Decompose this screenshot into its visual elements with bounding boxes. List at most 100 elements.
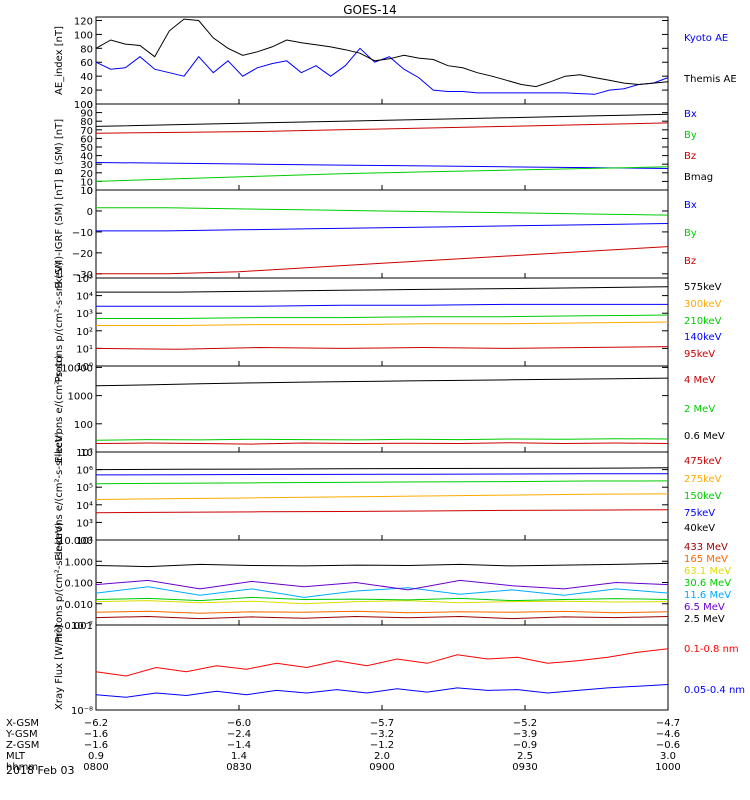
y-tick-label: 90 xyxy=(80,109,93,120)
legend-label: Bx xyxy=(684,109,697,120)
y-tick-label: 0.100 xyxy=(64,579,93,590)
series-line-2 xyxy=(95,480,669,485)
series-line-4 xyxy=(95,586,669,598)
series-line-6 xyxy=(95,562,669,568)
legend-label: 63.1 MeV xyxy=(684,566,731,577)
x-column-value: −3.2 xyxy=(370,729,394,740)
y-tick-label: 10² xyxy=(76,536,93,547)
series-line-0 xyxy=(95,442,669,445)
y-tick-label: −20 xyxy=(72,249,93,260)
series-line-2 xyxy=(95,377,669,387)
panel-frame xyxy=(95,624,669,711)
y-tick-label: 10 xyxy=(80,177,93,188)
legend-label: By xyxy=(684,130,697,141)
x-column-value: −4.7 xyxy=(656,718,680,729)
series-line-5 xyxy=(95,579,669,591)
y-tick-label: 10⁰ xyxy=(76,362,93,373)
legend-label: 300keV xyxy=(684,299,722,310)
series-line-0 xyxy=(95,47,669,95)
y-tick-label: 80 xyxy=(80,44,93,55)
y-tick-label: 100 xyxy=(74,100,93,111)
x-column-value: −6.2 xyxy=(84,718,108,729)
x-column-value: −5.7 xyxy=(370,718,394,729)
x-column-value: 0800 xyxy=(83,762,108,773)
figure-title: GOES-14 xyxy=(343,3,397,17)
series-line-1 xyxy=(95,438,669,441)
y-tick-label: 20 xyxy=(80,86,93,97)
legend-label: Kyoto AE xyxy=(684,33,728,44)
series-line-3 xyxy=(95,596,669,602)
x-column-value: −1.6 xyxy=(84,729,108,740)
y-tick-label: −10 xyxy=(72,228,93,239)
series-line-0 xyxy=(96,286,669,293)
legend-label: Bx xyxy=(684,200,697,211)
panel-6: 10² 10³ 10⁴ 10⁵ 10⁶ 10⁷ Electrons e/(cm²-s-sr-… xyxy=(54,431,722,560)
x-row-label: X-GSM xyxy=(6,718,39,729)
date-label: 2018 Feb 03 xyxy=(6,764,74,777)
x-column-value: −5.2 xyxy=(513,718,537,729)
y-tick-label: 0 xyxy=(87,207,93,218)
y-tick-label: 50 xyxy=(80,143,93,154)
panel-frame xyxy=(95,103,669,191)
y-axis-label: B (SM)-IGRF (SM) [nT] xyxy=(54,179,65,288)
x-row-label: hhmm xyxy=(6,762,38,773)
legend-label: Bmag xyxy=(684,172,713,183)
x-row-label: Y-GSM xyxy=(5,729,38,740)
x-column-value: −1.4 xyxy=(227,740,251,751)
y-axis-label: B (SM) [nT] xyxy=(54,119,65,175)
x-column-value: 0930 xyxy=(512,762,537,773)
series-line-0 xyxy=(95,509,669,514)
legend-label: 475keV xyxy=(684,456,722,467)
x-column-value: 3.0 xyxy=(660,751,676,762)
legend-label: 75keV xyxy=(684,508,715,519)
y-axis-label: Electrons e/(cm²-s-sr-keV) xyxy=(54,431,65,560)
y-tick-label: 10.000 xyxy=(58,536,93,547)
legend-label: 6.5 MeV xyxy=(684,602,725,613)
series-line-3 xyxy=(96,303,668,307)
legend-label: Bz xyxy=(684,256,696,267)
x-column-value: −4.6 xyxy=(656,729,680,740)
y-tick-label: 1000 xyxy=(68,392,93,403)
series-line-2 xyxy=(96,314,669,319)
panel-frame xyxy=(95,16,669,105)
legend-label: 4 MeV xyxy=(684,375,715,386)
legend-label: 140keV xyxy=(684,332,722,343)
y-axis-label: Electrons e/(cm²-s-sr) xyxy=(54,355,65,463)
panel-frame xyxy=(95,189,669,279)
legend-label: 2 MeV xyxy=(684,404,715,415)
series-line-0 xyxy=(96,223,669,232)
y-tick-label: 0 xyxy=(87,186,93,197)
y-tick-label: 10000 xyxy=(61,363,93,374)
legend-label: 11.6 MeV xyxy=(684,590,731,601)
series-line-1 xyxy=(95,684,669,698)
y-tick-label: 10⁵ xyxy=(76,274,93,285)
y-tick-label: 40 xyxy=(80,72,93,83)
y-tick-label: 10 xyxy=(80,448,93,459)
legend-label: 0.05-0.4 nm xyxy=(684,685,745,696)
y-tick-label: 30 xyxy=(80,160,93,171)
series-line-3 xyxy=(95,113,669,127)
legend-label: 95keV xyxy=(684,349,715,360)
y-axis-label: Xray Flux [W/m²] xyxy=(54,625,65,710)
y-tick-label: 100 xyxy=(74,420,93,431)
y-tick-label: 0.001 xyxy=(64,621,93,632)
series-line-0 xyxy=(95,162,669,169)
legend-label: Bz xyxy=(684,151,696,162)
x-column-value: 0900 xyxy=(369,762,394,773)
y-tick-label: 60 xyxy=(80,58,93,69)
y-tick-label: 10⁴ xyxy=(76,292,93,303)
legend-label: 575keV xyxy=(684,282,722,293)
y-tick-label: 10³ xyxy=(76,309,93,320)
y-axis-label: Protons p/(cm²-s-sr-keV) xyxy=(54,262,65,383)
y-axis-label: Protons p/(cm²-s-sr-keV) xyxy=(54,522,65,643)
y-tick-label: 0 xyxy=(87,100,93,111)
y-tick-label: 10⁴ xyxy=(76,501,93,512)
series-line-1 xyxy=(96,207,669,216)
panel-8: 10⁻⁸ 10⁻⁷ Xray Flux [W/m²] 0.1-0.8 nm 0.05-0… xyxy=(54,621,745,717)
x-row-label: Z-GSM xyxy=(6,740,39,751)
y-tick-label: 10⁵ xyxy=(76,483,93,494)
x-column-value: −3.9 xyxy=(513,729,537,740)
x-column-value: −0.6 xyxy=(656,740,680,751)
